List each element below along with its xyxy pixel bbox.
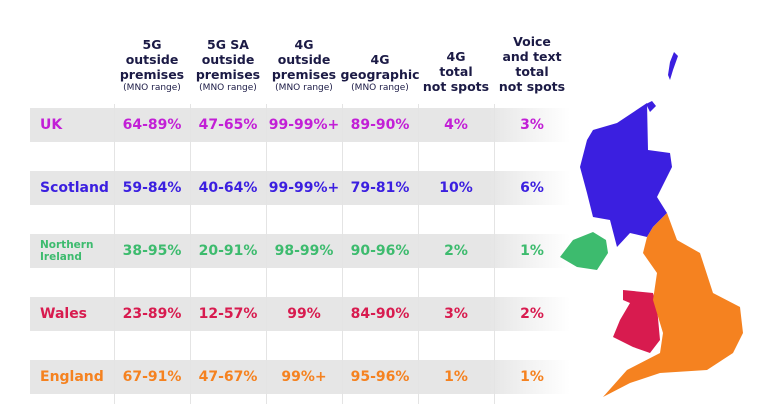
row-label: Northern Ireland <box>40 239 94 263</box>
row-label: England <box>40 369 104 385</box>
table-cell: 47-67% <box>198 369 258 385</box>
table-cell: 20-91% <box>198 243 258 259</box>
table-cell: 95-96% <box>350 369 410 385</box>
table-cell: 1% <box>520 243 544 259</box>
column-divider <box>342 104 343 404</box>
table-row: Northern Ireland 38-95% 20-91% 98-99% 90-96%… <box>30 234 570 268</box>
column-header-line: not spots <box>422 79 490 94</box>
table-cell: 89-90% <box>350 117 410 133</box>
column-divider <box>190 104 191 404</box>
table-cell: 59-84% <box>122 180 182 196</box>
column-header-line: 4G <box>446 49 466 64</box>
table-cell: 6% <box>520 180 544 196</box>
column-header-line: 5G <box>142 37 162 52</box>
column-header: Voice and text total not spots <box>492 30 572 94</box>
table-cell: 4% <box>444 117 468 133</box>
table-row: UK 64-89% 47-65% 99-99%+ 89-90% 4% 3% <box>30 108 570 142</box>
map-region-england <box>603 213 743 397</box>
table-cell: 47-65% <box>198 117 258 133</box>
map-region-wales <box>613 290 660 353</box>
row-label: UK <box>40 117 63 133</box>
column-header: 4G outside premises (MNO range) <box>264 30 344 94</box>
column-divider <box>114 104 115 404</box>
column-header-line: premises <box>119 67 185 82</box>
table-row: England 67-91% 47-67% 99%+ 95-96% 1% 1% <box>30 360 570 394</box>
column-header-line: outside <box>277 52 331 67</box>
table-cell: 79-81% <box>350 180 410 196</box>
column-header: 4G geographic (MNO range) <box>340 30 420 94</box>
table-cell: 67-91% <box>122 369 182 385</box>
table-cell: 90-96% <box>350 243 410 259</box>
table-cell: 99-99%+ <box>268 180 340 196</box>
row-label: Scotland <box>40 180 109 196</box>
table-cell: 99-99%+ <box>268 117 340 133</box>
column-header-line: 4G <box>294 37 314 52</box>
column-header-line: Voice <box>513 34 551 49</box>
map-region-scotland <box>580 103 672 247</box>
map-region-shetland <box>668 52 678 80</box>
table-cell: 84-90% <box>350 306 410 322</box>
column-divider <box>266 104 267 404</box>
table-cell: 99% <box>287 306 321 322</box>
table-row: Scotland 59-84% 40-64% 99-99%+ 79-81% 10% 6% <box>30 171 570 205</box>
column-header: 5G SA outside premises (MNO range) <box>188 30 268 94</box>
column-divider <box>494 104 495 404</box>
column-header-line: 4G <box>370 52 390 67</box>
column-header-line: 5G SA <box>207 37 249 52</box>
column-divider <box>418 104 419 404</box>
table-cell: 38-95% <box>122 243 182 259</box>
column-header-line: premises <box>271 67 337 82</box>
column-header-subtitle: (MNO range) <box>199 83 257 93</box>
table-cell: 2% <box>520 306 544 322</box>
table-cell: 99%+ <box>281 369 327 385</box>
column-header-line: total <box>439 64 473 79</box>
column-header-subtitle: (MNO range) <box>123 83 181 93</box>
column-header-line: and text <box>502 49 562 64</box>
table-cell: 40-64% <box>198 180 258 196</box>
column-header-line: outside <box>201 52 255 67</box>
table-cell: 98-99% <box>274 243 334 259</box>
table-row: Wales 23-89% 12-57% 99% 84-90% 3% 2% <box>30 297 570 331</box>
table-cell: 1% <box>520 369 544 385</box>
column-header-line: outside <box>125 52 179 67</box>
table-cell: 64-89% <box>122 117 182 133</box>
column-header-line: total <box>515 64 549 79</box>
column-header-subtitle: (MNO range) <box>275 83 333 93</box>
column-header-line: geographic <box>340 67 420 82</box>
table-cell: 3% <box>520 117 544 133</box>
column-header: 4G total not spots <box>416 30 496 94</box>
column-header-subtitle: (MNO range) <box>351 83 409 93</box>
column-header: 5G outside premises (MNO range) <box>112 30 192 94</box>
table-cell: 12-57% <box>198 306 258 322</box>
column-header-line: premises <box>195 67 261 82</box>
column-header-line: not spots <box>498 79 566 94</box>
table-cell: 23-89% <box>122 306 182 322</box>
table-cell: 2% <box>444 243 468 259</box>
table-cell: 3% <box>444 306 468 322</box>
table-cell: 10% <box>439 180 473 196</box>
map-region-orkney <box>646 101 656 112</box>
row-label: Wales <box>40 306 88 322</box>
map-region-northern-ireland <box>560 232 608 270</box>
table-cell: 1% <box>444 369 468 385</box>
